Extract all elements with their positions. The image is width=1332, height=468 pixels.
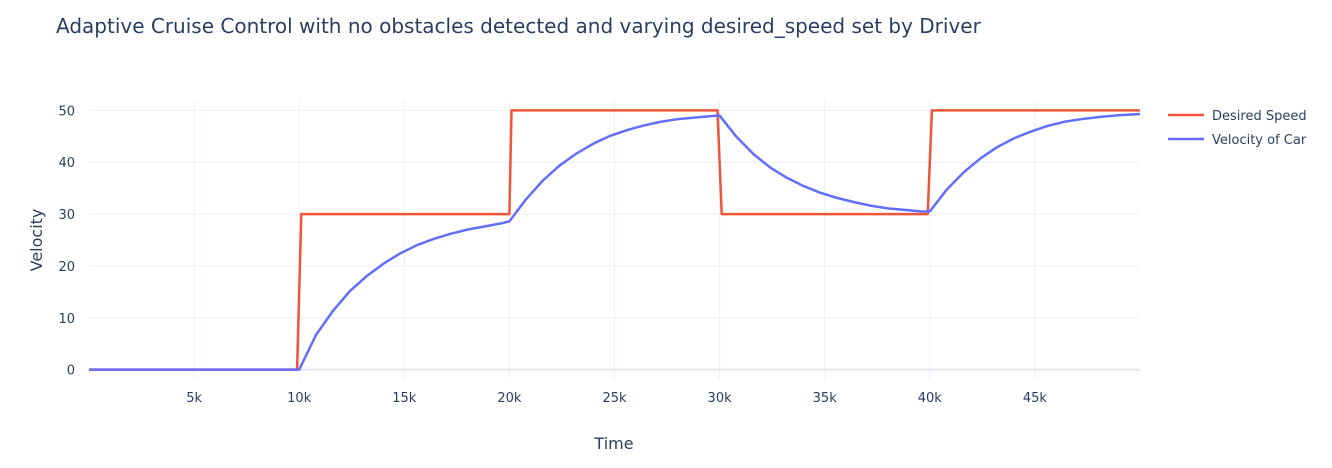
y-axis-ticks: 0 10 20 30 40 50 (58, 104, 75, 378)
series-line-desired-speed (89, 109, 1140, 371)
x-tick-label: 10k (287, 391, 312, 406)
y-tick-label: 30 (58, 208, 75, 223)
x-tick-label: 5k (186, 391, 202, 406)
legend-label: Velocity of Car (1212, 133, 1307, 148)
x-axis-title: Time (593, 434, 633, 453)
chart-title: Adaptive Cruise Control with no obstacle… (56, 14, 981, 38)
legend-label: Desired Speed (1212, 109, 1307, 124)
grid-lines (89, 100, 1140, 380)
series-layer (89, 109, 1141, 371)
x-tick-label: 20k (497, 391, 522, 406)
legend: Desired Speed Velocity of Car (1168, 109, 1307, 148)
series-line-velocity-of-car (89, 112, 1141, 371)
y-axis-title: Velocity (27, 209, 46, 272)
x-tick-label: 30k (708, 391, 733, 406)
x-tick-label: 15k (392, 391, 417, 406)
x-tick-label: 35k (813, 391, 838, 406)
x-tick-label: 45k (1023, 391, 1048, 406)
y-tick-label: 20 (58, 260, 75, 275)
y-tick-label: 0 (67, 364, 75, 379)
y-tick-label: 50 (58, 104, 75, 119)
y-tick-label: 40 (58, 156, 75, 171)
y-tick-label: 10 (58, 312, 75, 327)
x-tick-label: 25k (602, 391, 627, 406)
x-axis-ticks: 5k 10k 15k 20k 25k 30k 35k 40k 45k (186, 391, 1047, 406)
x-tick-label: 40k (918, 391, 943, 406)
